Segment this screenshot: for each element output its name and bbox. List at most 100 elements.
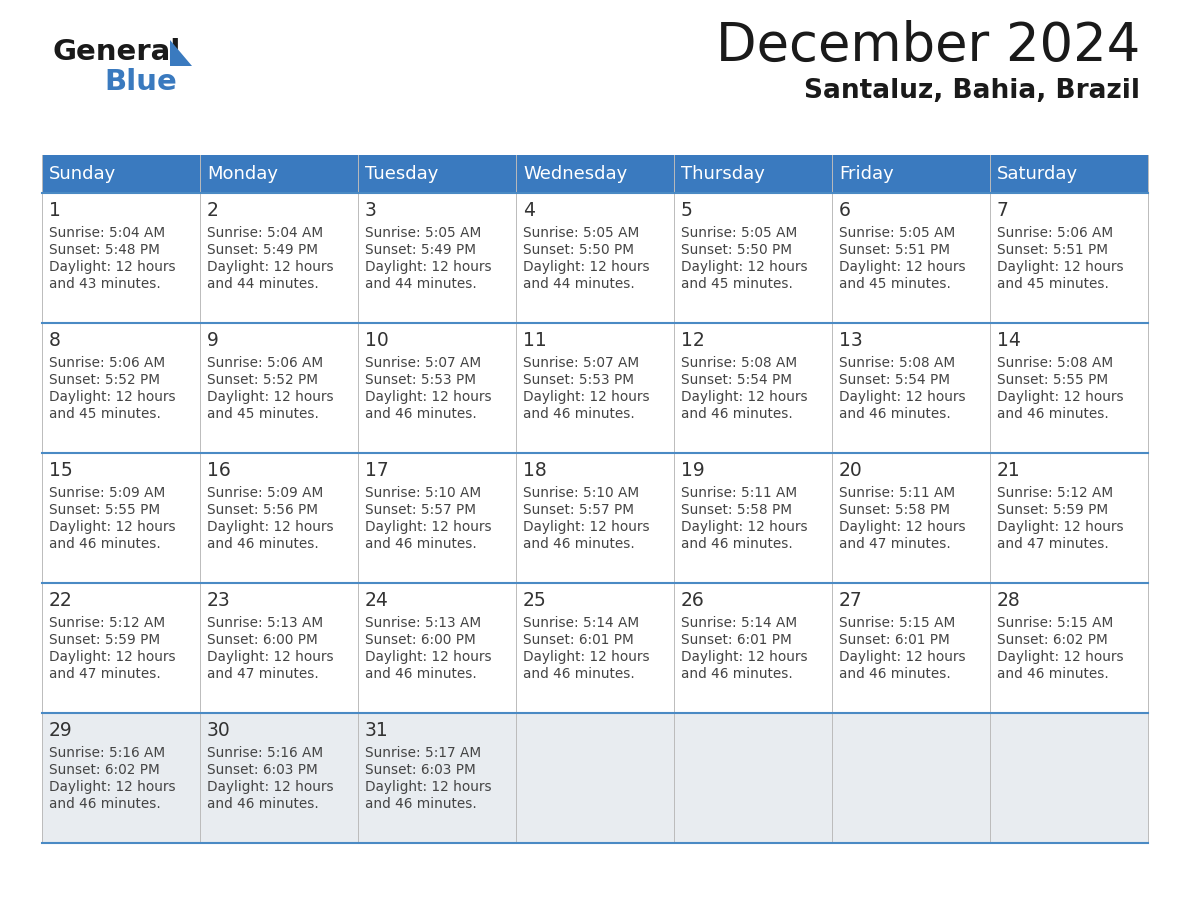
Text: and 47 minutes.: and 47 minutes. (997, 537, 1108, 551)
Text: Daylight: 12 hours: Daylight: 12 hours (681, 520, 808, 534)
Text: 23: 23 (207, 591, 230, 610)
Text: and 47 minutes.: and 47 minutes. (49, 667, 160, 681)
Bar (42, 713, 1148, 843)
Text: 18: 18 (523, 461, 546, 480)
Text: 11: 11 (523, 331, 546, 350)
Text: Sunrise: 5:05 AM: Sunrise: 5:05 AM (681, 226, 797, 240)
Text: Sunday: Sunday (49, 165, 116, 183)
Text: Daylight: 12 hours: Daylight: 12 hours (365, 390, 492, 404)
Text: Sunset: 6:01 PM: Sunset: 6:01 PM (523, 633, 633, 647)
Text: Daylight: 12 hours: Daylight: 12 hours (839, 520, 966, 534)
Text: and 46 minutes.: and 46 minutes. (523, 537, 634, 551)
Text: Daylight: 12 hours: Daylight: 12 hours (365, 650, 492, 664)
Text: 4: 4 (523, 201, 535, 220)
Text: Daylight: 12 hours: Daylight: 12 hours (839, 390, 966, 404)
Text: 28: 28 (997, 591, 1020, 610)
Text: Sunrise: 5:07 AM: Sunrise: 5:07 AM (523, 356, 639, 370)
Text: and 44 minutes.: and 44 minutes. (207, 277, 318, 291)
Text: Sunrise: 5:15 AM: Sunrise: 5:15 AM (997, 616, 1113, 630)
Text: Sunrise: 5:13 AM: Sunrise: 5:13 AM (207, 616, 323, 630)
Text: Sunset: 5:52 PM: Sunset: 5:52 PM (49, 373, 160, 387)
Text: Sunrise: 5:05 AM: Sunrise: 5:05 AM (839, 226, 955, 240)
Text: and 46 minutes.: and 46 minutes. (523, 667, 634, 681)
Text: Sunrise: 5:13 AM: Sunrise: 5:13 AM (365, 616, 481, 630)
Text: Sunset: 6:03 PM: Sunset: 6:03 PM (207, 763, 317, 777)
Text: Sunrise: 5:12 AM: Sunrise: 5:12 AM (997, 486, 1113, 500)
Text: 25: 25 (523, 591, 546, 610)
Text: Daylight: 12 hours: Daylight: 12 hours (997, 650, 1124, 664)
Text: Daylight: 12 hours: Daylight: 12 hours (839, 260, 966, 274)
Text: and 45 minutes.: and 45 minutes. (207, 407, 318, 421)
Text: Friday: Friday (839, 165, 893, 183)
Text: and 46 minutes.: and 46 minutes. (997, 407, 1108, 421)
Bar (42, 155, 1148, 193)
Text: Sunset: 5:52 PM: Sunset: 5:52 PM (207, 373, 318, 387)
Text: 21: 21 (997, 461, 1020, 480)
Bar (42, 453, 1148, 583)
Text: Sunrise: 5:04 AM: Sunrise: 5:04 AM (207, 226, 323, 240)
Text: and 46 minutes.: and 46 minutes. (365, 797, 476, 811)
Bar (42, 323, 1148, 453)
Text: Sunrise: 5:09 AM: Sunrise: 5:09 AM (49, 486, 165, 500)
Text: Sunset: 5:55 PM: Sunset: 5:55 PM (997, 373, 1108, 387)
Text: Daylight: 12 hours: Daylight: 12 hours (207, 780, 334, 794)
Text: Sunrise: 5:06 AM: Sunrise: 5:06 AM (49, 356, 165, 370)
Text: Sunset: 5:51 PM: Sunset: 5:51 PM (839, 243, 950, 257)
Text: and 46 minutes.: and 46 minutes. (207, 797, 318, 811)
Text: Sunrise: 5:15 AM: Sunrise: 5:15 AM (839, 616, 955, 630)
Text: Tuesday: Tuesday (365, 165, 438, 183)
Text: Sunset: 5:59 PM: Sunset: 5:59 PM (997, 503, 1108, 517)
Text: 3: 3 (365, 201, 377, 220)
Text: 19: 19 (681, 461, 704, 480)
Text: Daylight: 12 hours: Daylight: 12 hours (49, 390, 176, 404)
Text: Sunrise: 5:08 AM: Sunrise: 5:08 AM (681, 356, 797, 370)
Text: Sunset: 5:53 PM: Sunset: 5:53 PM (365, 373, 476, 387)
Text: Sunset: 5:57 PM: Sunset: 5:57 PM (523, 503, 634, 517)
Text: Sunset: 5:58 PM: Sunset: 5:58 PM (681, 503, 792, 517)
Text: Daylight: 12 hours: Daylight: 12 hours (523, 650, 650, 664)
Text: Sunrise: 5:16 AM: Sunrise: 5:16 AM (49, 746, 165, 760)
Text: and 43 minutes.: and 43 minutes. (49, 277, 160, 291)
Text: Sunrise: 5:07 AM: Sunrise: 5:07 AM (365, 356, 481, 370)
Text: Sunset: 5:48 PM: Sunset: 5:48 PM (49, 243, 160, 257)
Text: Sunset: 6:00 PM: Sunset: 6:00 PM (207, 633, 317, 647)
Text: and 46 minutes.: and 46 minutes. (839, 667, 950, 681)
Text: Sunrise: 5:12 AM: Sunrise: 5:12 AM (49, 616, 165, 630)
Text: December 2024: December 2024 (715, 20, 1140, 72)
Text: 8: 8 (49, 331, 61, 350)
Text: Sunrise: 5:14 AM: Sunrise: 5:14 AM (681, 616, 797, 630)
Text: Sunrise: 5:11 AM: Sunrise: 5:11 AM (681, 486, 797, 500)
Text: Daylight: 12 hours: Daylight: 12 hours (365, 520, 492, 534)
Text: and 46 minutes.: and 46 minutes. (207, 537, 318, 551)
Text: Sunset: 5:51 PM: Sunset: 5:51 PM (997, 243, 1108, 257)
Text: and 45 minutes.: and 45 minutes. (839, 277, 950, 291)
Text: Wednesday: Wednesday (523, 165, 627, 183)
Text: 22: 22 (49, 591, 72, 610)
Text: Daylight: 12 hours: Daylight: 12 hours (681, 650, 808, 664)
Text: 20: 20 (839, 461, 862, 480)
Text: General: General (52, 38, 181, 66)
Text: and 45 minutes.: and 45 minutes. (681, 277, 792, 291)
Text: Sunset: 5:59 PM: Sunset: 5:59 PM (49, 633, 160, 647)
Text: 12: 12 (681, 331, 704, 350)
Text: Sunrise: 5:10 AM: Sunrise: 5:10 AM (523, 486, 639, 500)
Text: 2: 2 (207, 201, 219, 220)
Text: Daylight: 12 hours: Daylight: 12 hours (839, 650, 966, 664)
Text: and 46 minutes.: and 46 minutes. (839, 407, 950, 421)
Text: Daylight: 12 hours: Daylight: 12 hours (207, 260, 334, 274)
Text: Sunset: 6:03 PM: Sunset: 6:03 PM (365, 763, 475, 777)
Text: Sunset: 5:58 PM: Sunset: 5:58 PM (839, 503, 950, 517)
Text: and 46 minutes.: and 46 minutes. (365, 537, 476, 551)
Text: Sunset: 6:01 PM: Sunset: 6:01 PM (839, 633, 949, 647)
Text: and 46 minutes.: and 46 minutes. (523, 407, 634, 421)
Text: 15: 15 (49, 461, 72, 480)
Text: Sunset: 6:00 PM: Sunset: 6:00 PM (365, 633, 475, 647)
Text: Sunrise: 5:04 AM: Sunrise: 5:04 AM (49, 226, 165, 240)
Text: Sunset: 5:54 PM: Sunset: 5:54 PM (839, 373, 950, 387)
Text: Daylight: 12 hours: Daylight: 12 hours (365, 260, 492, 274)
Text: and 46 minutes.: and 46 minutes. (49, 797, 160, 811)
Text: and 44 minutes.: and 44 minutes. (365, 277, 476, 291)
Text: Sunset: 5:50 PM: Sunset: 5:50 PM (523, 243, 634, 257)
Text: Daylight: 12 hours: Daylight: 12 hours (523, 520, 650, 534)
Text: and 46 minutes.: and 46 minutes. (365, 407, 476, 421)
